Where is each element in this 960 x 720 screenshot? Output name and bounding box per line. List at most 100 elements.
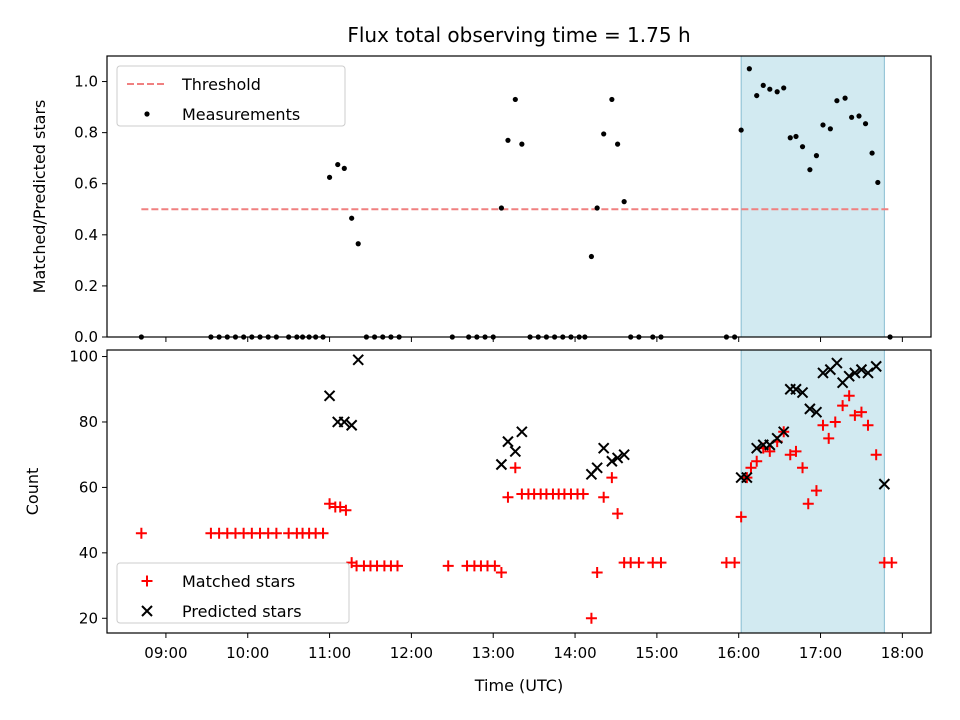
- data-point: [270, 527, 282, 539]
- data-point: [834, 98, 840, 104]
- data-point: [495, 458, 508, 471]
- data-point: [767, 86, 773, 92]
- data-point: [827, 126, 833, 132]
- data-point: [843, 370, 855, 382]
- data-point: [577, 488, 589, 500]
- data-point: [856, 113, 862, 119]
- data-point: [807, 167, 813, 173]
- data-point: [591, 462, 603, 474]
- data-point: [793, 133, 799, 140]
- data-point: [729, 557, 741, 569]
- data-point: [585, 612, 597, 624]
- data-point: [509, 462, 521, 474]
- legend-marker: [141, 575, 153, 587]
- data-point: [781, 85, 787, 91]
- data-point: [489, 560, 501, 572]
- data-point: [813, 153, 820, 159]
- data-point: [609, 96, 615, 103]
- legend-marker: [141, 605, 153, 617]
- data-point: [843, 390, 855, 402]
- data-point: [618, 448, 630, 461]
- data-point: [746, 66, 752, 72]
- data-point: [317, 527, 329, 539]
- data-point: [810, 406, 823, 418]
- legend-label: Threshold: [181, 75, 261, 94]
- legend-label: Matched stars: [182, 572, 295, 591]
- data-point: [502, 435, 514, 448]
- data-point: [633, 557, 645, 569]
- legend-box: [116, 65, 346, 127]
- y-tick-label: 0.4: [74, 226, 98, 244]
- x-tick-label: 14:00: [553, 644, 596, 662]
- data-point: [611, 452, 624, 464]
- data-point: [345, 419, 358, 431]
- data-point: [787, 135, 793, 141]
- x-tick-label: 18:00: [881, 644, 924, 662]
- data-point: [505, 137, 511, 143]
- data-point: [760, 82, 766, 88]
- x-tick-label: 10:00: [226, 644, 269, 662]
- data-point: [594, 205, 600, 211]
- data-point: [738, 127, 744, 133]
- data-point: [849, 114, 855, 120]
- data-point: [797, 462, 809, 474]
- data-point: [355, 241, 361, 247]
- data-point: [869, 150, 875, 156]
- data-point: [338, 416, 351, 428]
- data-point: [135, 527, 147, 539]
- legend-marker: [144, 111, 150, 117]
- top-panel: 0.0 0.2 0.4 0.6 0.8 1.0 Matched/Predicted star…: [30, 55, 932, 346]
- data-point: [802, 498, 814, 510]
- data-point: [796, 386, 809, 399]
- data-point: [495, 566, 507, 578]
- data-point: [512, 96, 518, 103]
- data-point: [831, 357, 843, 369]
- data-point: [442, 560, 454, 572]
- data-point: [335, 161, 341, 168]
- x-tick-label: 13:00: [472, 644, 515, 662]
- legend-label: Measurements: [182, 105, 300, 124]
- y-tick-label: 0.0: [74, 328, 98, 346]
- legend: Threshold Measurements: [116, 65, 346, 127]
- data-point: [326, 174, 333, 180]
- y-tick-label: 20: [79, 609, 98, 627]
- data-point: [621, 199, 627, 205]
- y-tick-label: 0.6: [74, 175, 98, 193]
- data-point: [615, 141, 621, 147]
- data-point: [498, 205, 505, 211]
- y-tick-label: 0.2: [74, 277, 98, 295]
- data-point: [655, 557, 667, 569]
- data-point: [804, 403, 816, 415]
- data-point: [324, 498, 336, 510]
- data-point: [855, 363, 868, 376]
- data-point: [774, 89, 780, 95]
- data-point: [606, 455, 618, 467]
- y-tick-label: 40: [79, 544, 98, 562]
- y-axis-label: Matched/Predicted stars: [30, 100, 49, 294]
- x-tick-label: 17:00: [799, 644, 842, 662]
- data-point: [598, 491, 610, 503]
- y-tick-label: 0.8: [74, 124, 98, 142]
- data-point: [878, 478, 891, 490]
- data-point: [606, 472, 618, 484]
- x-tick-label: 09:00: [144, 644, 187, 662]
- data-point: [741, 471, 753, 484]
- data-point: [849, 367, 861, 379]
- data-point: [842, 95, 848, 101]
- legend-label: Predicted stars: [182, 602, 302, 621]
- data-point: [790, 383, 802, 395]
- y-tick-label: 80: [79, 413, 98, 431]
- data-point: [829, 416, 841, 428]
- data-point: [810, 485, 822, 497]
- x-tick-label: 15:00: [635, 644, 678, 662]
- data-point: [601, 131, 607, 137]
- bottom-panel: 20 40 60 80 100 09:00 10:00 11:00 12:00 13:00 14:0…: [23, 348, 932, 662]
- y-tick-label: 60: [79, 478, 98, 496]
- data-point: [751, 455, 763, 467]
- data-point: [849, 409, 861, 421]
- data-point: [391, 560, 403, 572]
- data-point: [870, 360, 882, 373]
- data-point: [817, 419, 829, 431]
- data-point: [349, 215, 355, 221]
- data-point: [519, 141, 525, 147]
